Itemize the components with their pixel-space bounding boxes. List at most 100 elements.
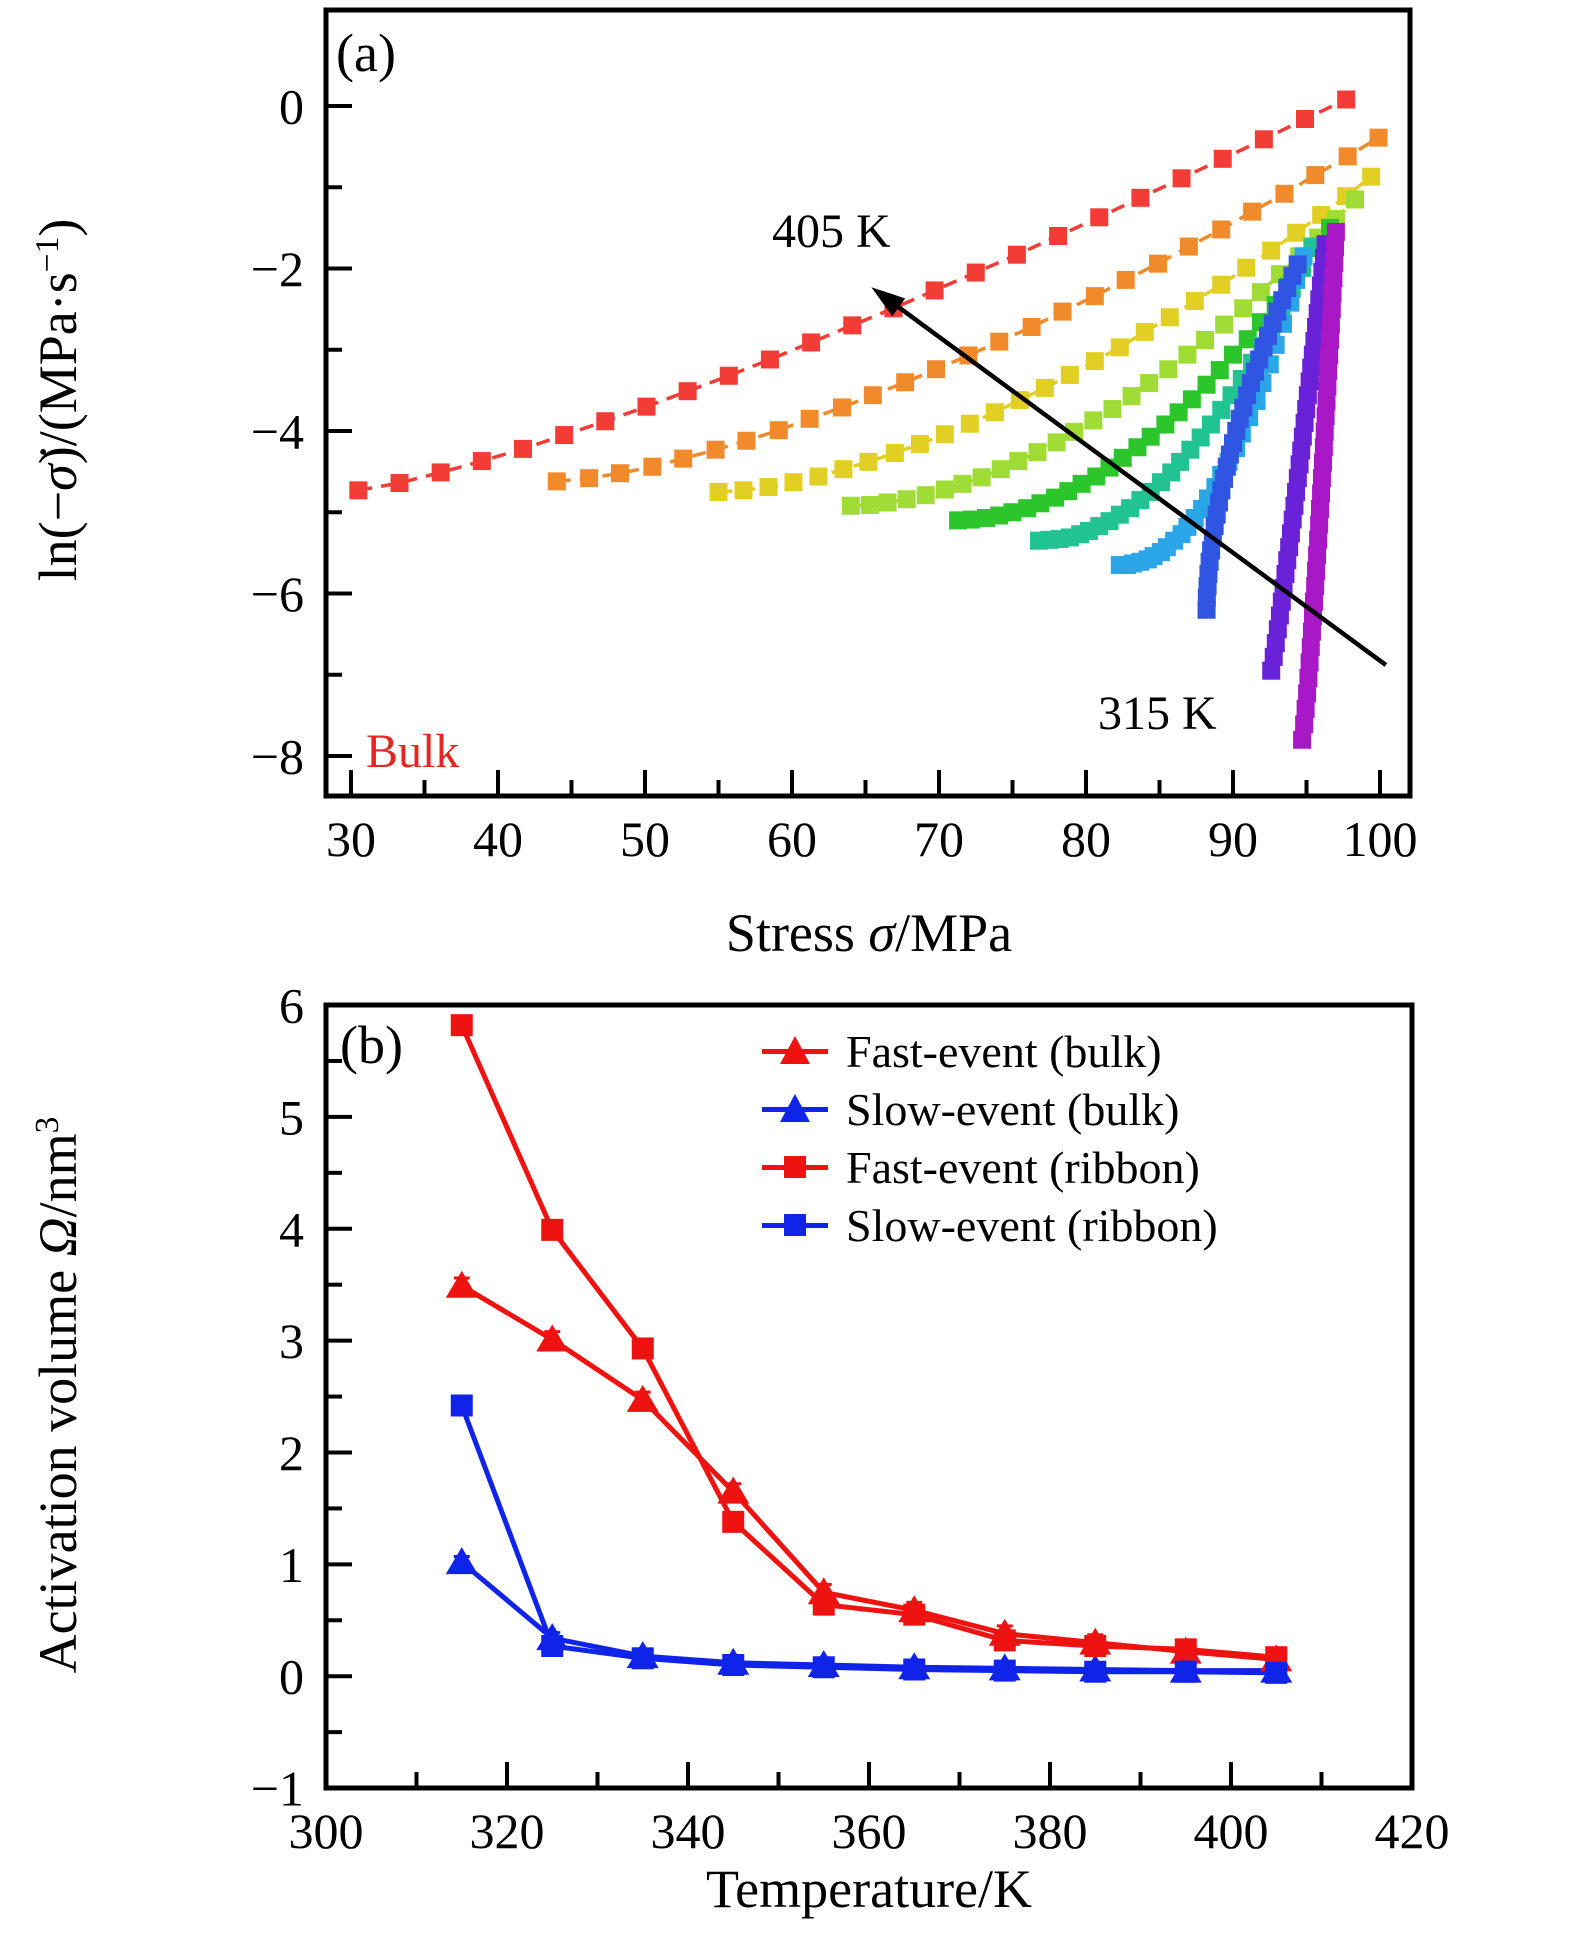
data-point-square-405K: [678, 382, 697, 401]
panel-b-x-tick-label: 300: [289, 1803, 364, 1859]
panel-a-y-axis-title: ln(−σ̇)/(MPa·s−1): [27, 0, 97, 800]
data-point-square-Fast-eventribbon: [1174, 1638, 1197, 1661]
data-point-square-Slow-eventribbon: [1265, 1661, 1288, 1684]
data-point-square-325K: [1285, 496, 1304, 515]
legend-label: Fast-event (ribbon): [846, 1141, 1200, 1193]
legend-key: [762, 1034, 828, 1068]
panel-b-x-tick-label: 380: [1013, 1803, 1088, 1859]
data-point-square-355K: [1212, 400, 1231, 419]
data-point-square-325K: [1293, 427, 1312, 446]
data-point-square-375K: [1159, 360, 1178, 379]
data-point-square-375K: [1065, 422, 1084, 441]
data-point-square-Slow-eventribbon: [812, 1656, 835, 1679]
legend-triangle-icon: [780, 1036, 810, 1064]
data-point-square-355K: [1201, 415, 1220, 434]
x-title-text: Stress: [725, 903, 869, 963]
data-point-square-405K: [966, 263, 985, 282]
series-line-Fast-eventbulk: [460, 1283, 1277, 1662]
data-point-square-405K: [1296, 110, 1315, 128]
data-point-square-Slow-eventribbon: [450, 1394, 473, 1417]
panel-a-y-tick-label: −4: [251, 404, 304, 460]
data-point-square-325K: [1300, 372, 1319, 391]
data-point-square-315K: [1293, 730, 1312, 749]
panel-b-y-tick-label: 5: [279, 1089, 304, 1145]
data-point-square-385K: [1060, 365, 1079, 384]
data-point-square-395K: [547, 472, 566, 491]
data-point-square-405K: [390, 474, 409, 492]
series-line-355K: [1038, 245, 1314, 543]
panel-a-material-label: Bulk: [366, 725, 460, 778]
data-point-triangle-Fast-eventbulk: [626, 1384, 659, 1412]
data-point-square-375K: [1178, 345, 1197, 364]
data-point-square-315K: [1321, 331, 1340, 349]
data-point-square-365K: [1210, 361, 1229, 380]
data-point-square-375K: [953, 474, 972, 493]
panel-b-x-tick-label: 320: [470, 1803, 545, 1859]
data-point-square-325K: [1283, 510, 1302, 529]
data-point-square-405K: [1007, 245, 1026, 264]
data-point-square-325K: [1266, 634, 1285, 653]
b-y-title-unit: /nm: [28, 1133, 88, 1218]
data-point-square-315K: [1302, 622, 1321, 641]
data-point-square-315K: [1326, 238, 1345, 257]
data-point-square-365K: [1224, 345, 1242, 364]
data-point-square-315K: [1325, 253, 1344, 272]
data-point-square-385K: [709, 482, 728, 501]
data-point-square-395K: [800, 409, 819, 428]
data-point-square-385K: [1262, 241, 1281, 260]
data-point-square-315K: [1301, 638, 1320, 657]
data-point-square-315K: [1323, 284, 1342, 303]
data-point-square-365K: [1072, 474, 1091, 493]
data-point-square-395K: [580, 469, 599, 488]
data-point-square-395K: [896, 373, 915, 392]
panel-a-x-tick-label: 90: [1208, 811, 1258, 867]
panel-b-x-tick-label: 420: [1375, 1803, 1450, 1859]
data-point-square-315K: [1322, 300, 1341, 319]
data-point-square-405K: [1131, 188, 1150, 207]
panel-b-y-tick-label: 2: [279, 1425, 304, 1481]
data-point-square-375K: [1215, 315, 1234, 334]
panel-b-y-tick-label: 1: [279, 1537, 304, 1593]
data-point-square-375K: [1140, 374, 1159, 393]
omega-symbol: Ω: [28, 1217, 88, 1257]
data-point-square-405K: [596, 412, 615, 431]
data-point-square-395K: [927, 360, 946, 379]
data-point-square-Slow-eventribbon: [722, 1654, 745, 1677]
data-point-square-385K: [809, 467, 828, 486]
data-point-square-405K: [349, 481, 368, 500]
panel-b-x-tick-label: 360: [832, 1803, 907, 1859]
data-point-square-375K: [1028, 443, 1047, 462]
data-point-square-375K: [1122, 387, 1141, 406]
data-point-square-395K: [1085, 287, 1104, 306]
data-point-square-315K: [1326, 222, 1345, 241]
y-title-close: ): [28, 218, 88, 237]
data-point-square-315K: [1315, 422, 1334, 441]
data-point-square-325K: [1270, 606, 1289, 625]
data-point-square-395K: [863, 386, 882, 405]
data-point-square-315K: [1299, 669, 1318, 687]
data-point-square-405K: [431, 463, 450, 482]
data-point-square-315K: [1296, 699, 1315, 718]
data-point-square-385K: [1362, 167, 1381, 186]
data-point-square-405K: [513, 439, 532, 458]
panel-a-y-tick-label: 0: [279, 79, 304, 135]
data-point-square-375K: [1084, 411, 1103, 430]
data-point-square-325K: [1307, 318, 1326, 336]
data-point-square-375K: [935, 480, 954, 499]
data-point-square-365K: [1197, 375, 1216, 394]
panel-b-x-tick-label: 400: [1194, 1803, 1269, 1859]
data-point-square-Slow-eventribbon: [1084, 1660, 1107, 1683]
data-point-square-375K: [1009, 452, 1028, 471]
data-point-square-405K: [719, 366, 738, 385]
data-point-square-Slow-eventribbon: [631, 1647, 654, 1670]
legend-square-icon: [784, 1214, 806, 1236]
legend-triangle-icon: [780, 1094, 810, 1122]
data-point-square-385K: [1212, 275, 1231, 294]
data-point-square-365K: [1238, 330, 1257, 349]
data-point-square-315K: [1298, 684, 1317, 703]
data-point-square-365K: [1113, 448, 1132, 467]
legend-item: Slow-event (ribbon): [762, 1196, 1218, 1254]
data-point-square-Slow-eventribbon: [993, 1659, 1016, 1682]
data-point-square-Slow-eventribbon: [1174, 1660, 1197, 1683]
legend-key: [762, 1092, 828, 1126]
